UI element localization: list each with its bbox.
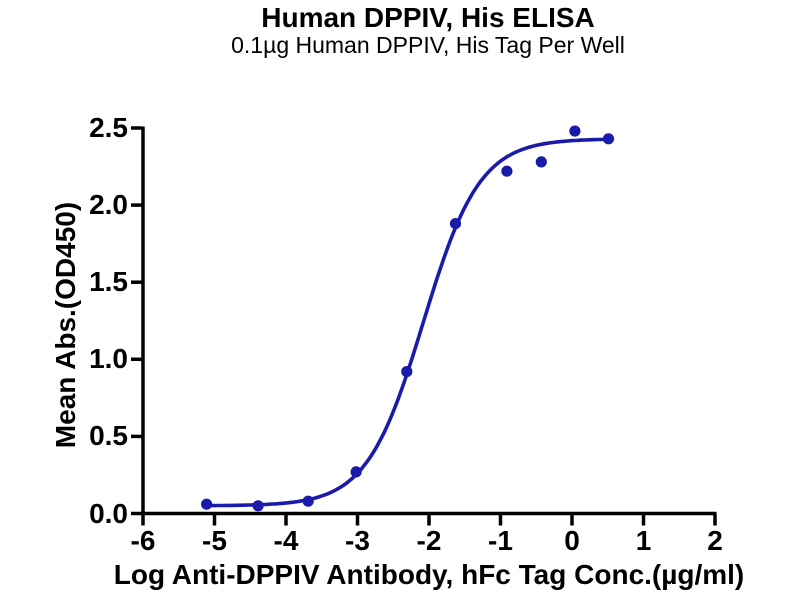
chart-subtitle: 0.1µg Human DPPIV, His Tag Per Well xyxy=(231,32,625,58)
y-tick-label: 1.0 xyxy=(89,343,128,375)
y-tick-label: 0.0 xyxy=(89,497,128,529)
x-tick-label: -1 xyxy=(488,525,513,556)
x-tick-label: 1 xyxy=(635,525,652,556)
y-tick-label: 0.5 xyxy=(89,420,128,452)
data-point xyxy=(602,133,615,145)
chart-title: Human DPPIV, His ELISA xyxy=(261,2,595,33)
y-axis-title: Mean Abs.(OD450) xyxy=(50,201,81,449)
data-point xyxy=(350,466,362,478)
data-point xyxy=(302,495,314,507)
data-point xyxy=(201,498,213,510)
x-tick-label: -5 xyxy=(202,525,227,556)
x-tick-label: 0 xyxy=(564,525,580,556)
fit-curve xyxy=(204,137,612,508)
data-point xyxy=(449,218,462,230)
y-tick-label: 1.5 xyxy=(89,266,128,298)
x-tick-label: 2 xyxy=(707,525,723,556)
x-tick-label: -6 xyxy=(130,525,156,556)
data-point xyxy=(569,125,581,137)
data-point xyxy=(535,156,547,168)
x-tick-label: -3 xyxy=(345,525,370,556)
x-tick-label: -4 xyxy=(273,525,299,556)
x-tick-label: -2 xyxy=(416,525,442,556)
y-tick-label: 2.5 xyxy=(89,112,128,143)
x-axis-title: Log Anti-DPPIV Antibody, hFc Tag Conc.(µ… xyxy=(113,559,745,590)
data-point xyxy=(501,165,513,177)
y-tick-label: 2.0 xyxy=(89,189,128,221)
data-point xyxy=(401,366,413,378)
data-point xyxy=(252,500,264,512)
